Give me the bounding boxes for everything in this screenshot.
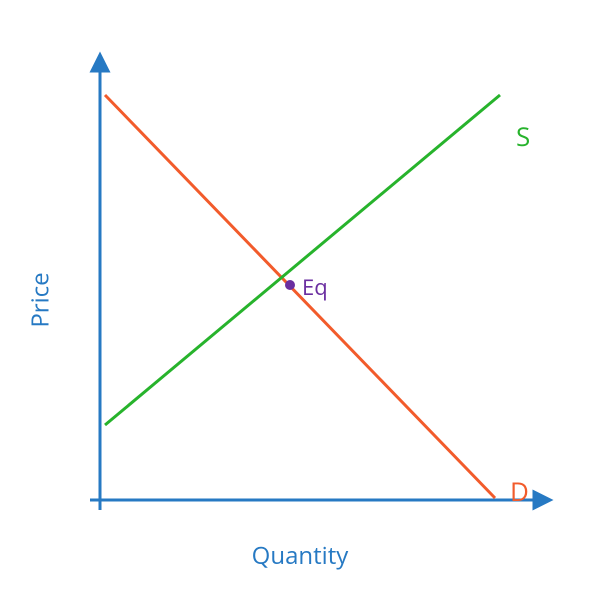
y-axis-label: Price: [24, 272, 57, 327]
demand-label: D: [510, 473, 529, 509]
equilibrium-point: [285, 280, 295, 290]
supply-label: S: [516, 118, 530, 154]
x-axis-label: Quantity: [252, 539, 349, 572]
chart-svg: [0, 0, 600, 600]
demand-line: [105, 95, 495, 498]
equilibrium-label: Eq: [302, 272, 328, 302]
supply-demand-chart: Price Quantity S D Eq: [0, 0, 600, 600]
supply-line: [105, 95, 500, 425]
